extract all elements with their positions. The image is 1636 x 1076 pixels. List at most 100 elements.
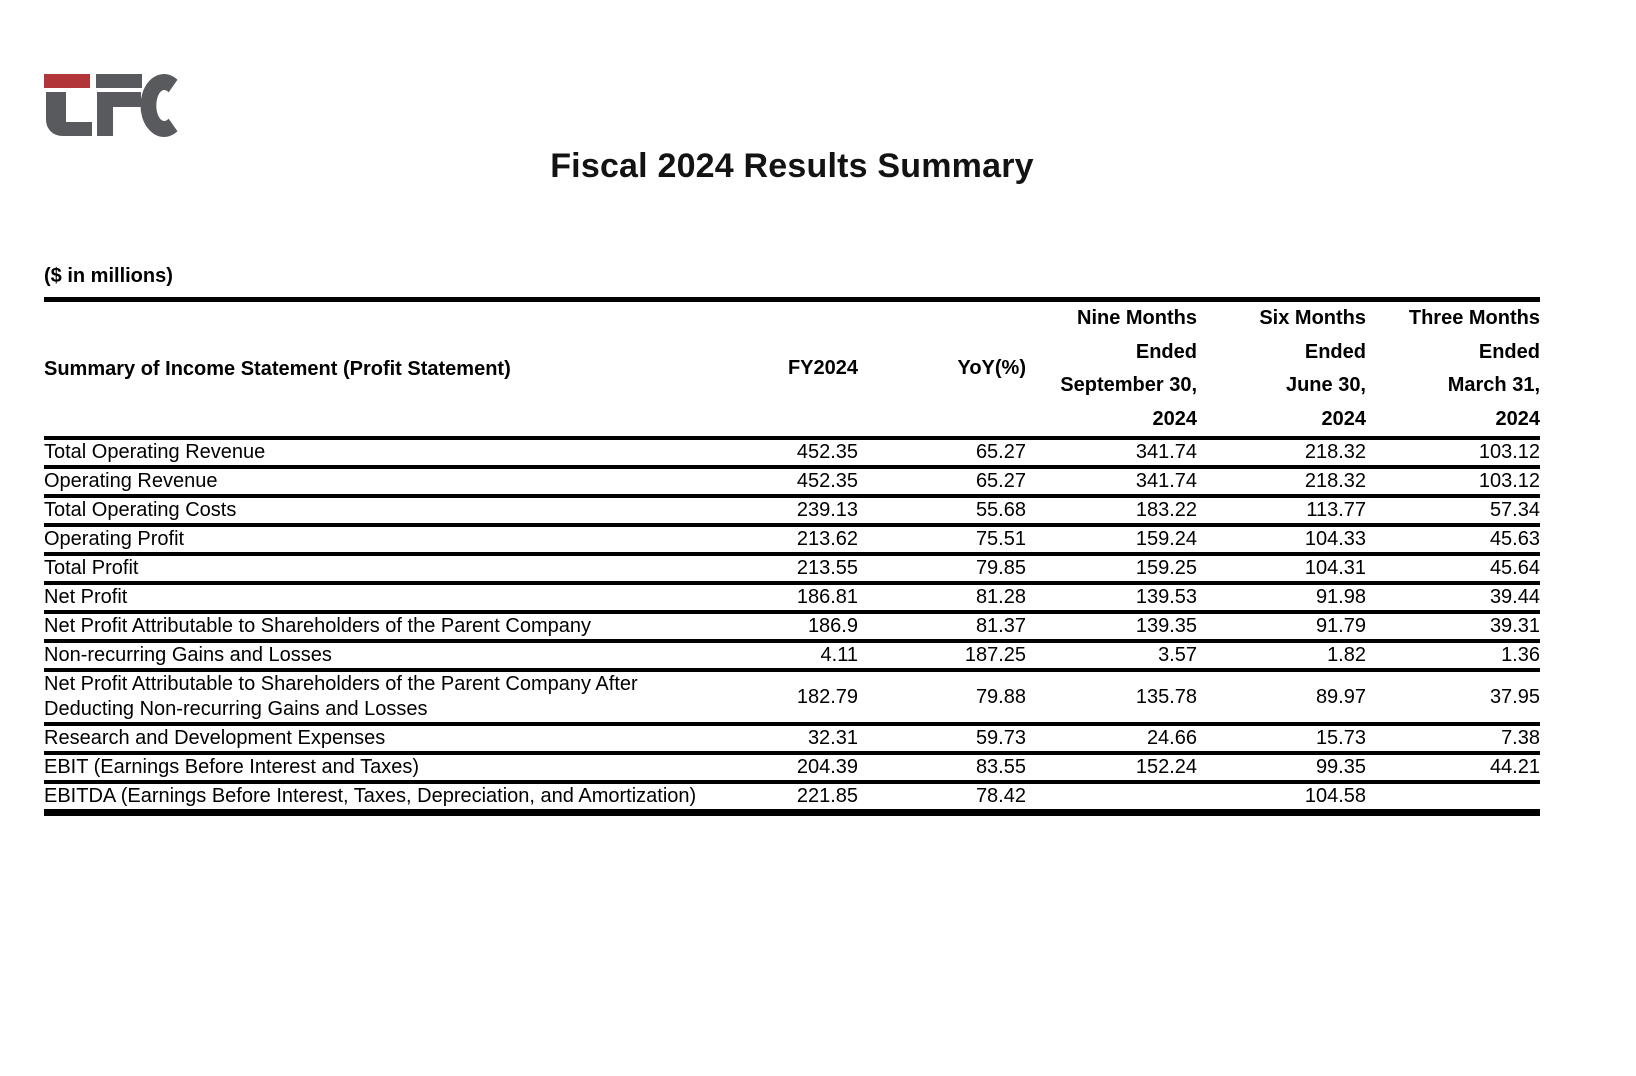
cell-value: 89.97 <box>1197 670 1366 726</box>
table-row: Total Operating Costs 239.13 55.68 183.22 11… <box>44 496 1540 527</box>
cell-value: 39.31 <box>1366 612 1540 643</box>
cell-value: 91.79 <box>1197 612 1366 643</box>
table-row: Operating Revenue 452.35 65.27 341.74 218.32… <box>44 467 1540 498</box>
cell-value: 186.81 <box>705 583 858 614</box>
row-label: Total Operating Costs <box>44 496 705 527</box>
cell-value: 75.51 <box>858 525 1026 556</box>
cell-value: 103.12 <box>1366 438 1540 469</box>
units-note: ($ in millions) <box>44 265 173 287</box>
logo-letter-c <box>140 74 178 137</box>
cell-value: 4.11 <box>705 641 858 672</box>
cell-value: 213.55 <box>705 554 858 585</box>
row-label: Net Profit Attributable to Shareholders … <box>44 612 705 643</box>
row-label: Operating Profit <box>44 525 705 556</box>
cell-value: 186.9 <box>705 612 858 643</box>
column-header-1: YoY(%) <box>858 299 1026 440</box>
row-label: Operating Revenue <box>44 467 705 498</box>
cell-value: 103.12 <box>1366 467 1540 498</box>
row-label: EBIT (Earnings Before Interest and Taxes… <box>44 753 705 784</box>
cell-value: 45.63 <box>1366 525 1540 556</box>
logo-letter-f <box>97 92 141 136</box>
cell-value: 213.62 <box>705 525 858 556</box>
page-title: Fiscal 2024 Results Summary <box>550 147 1034 185</box>
cell-value: 3.57 <box>1026 641 1197 672</box>
table-row: EBIT (Earnings Before Interest and Taxes… <box>44 753 1540 784</box>
table-row: Total Profit 213.55 79.85 159.25 104.31 45.64 <box>44 554 1540 585</box>
cell-value: 139.53 <box>1026 583 1197 614</box>
cell-value: 32.31 <box>705 724 858 755</box>
row-label: Non-recurring Gains and Losses <box>44 641 705 672</box>
cell-value: 59.73 <box>858 724 1026 755</box>
cell-value: 152.24 <box>1026 753 1197 784</box>
cell-value: 65.27 <box>858 467 1026 498</box>
tfc-logo <box>44 74 178 137</box>
cell-value: 341.74 <box>1026 438 1197 469</box>
table-row: Non-recurring Gains and Losses 4.11 187.25… <box>44 641 1540 672</box>
table-row: Operating Profit 213.62 75.51 159.24 104.33 4… <box>44 525 1540 556</box>
tfc-logo-icon <box>44 74 178 137</box>
cell-value: 183.22 <box>1026 496 1197 527</box>
column-header-0: FY2024 <box>705 299 858 440</box>
cell-value: 91.98 <box>1197 583 1366 614</box>
cell-value: 187.25 <box>858 641 1026 672</box>
cell-value <box>1026 782 1197 813</box>
table-row: Research and Development Expenses 32.31 59… <box>44 724 1540 755</box>
cell-value: 37.95 <box>1366 670 1540 726</box>
cell-value: 83.55 <box>858 753 1026 784</box>
cell-value: 45.64 <box>1366 554 1540 585</box>
cell-value: 79.88 <box>858 670 1026 726</box>
row-label: Total Operating Revenue <box>44 438 705 469</box>
cell-value: 135.78 <box>1026 670 1197 726</box>
row-header-label: Summary of Income Statement (Profit Stat… <box>44 299 705 440</box>
cell-value: 81.37 <box>858 612 1026 643</box>
logo-red-bar <box>44 74 90 88</box>
cell-value: 15.73 <box>1197 724 1366 755</box>
cell-value: 99.35 <box>1197 753 1366 784</box>
income-statement-table: Summary of Income Statement (Profit Stat… <box>44 297 1540 816</box>
cell-value: 79.85 <box>858 554 1026 585</box>
row-label: Research and Development Expenses <box>44 724 705 755</box>
cell-value: 1.82 <box>1197 641 1366 672</box>
column-header-4: Three Months Ended March 31, 2024 <box>1366 299 1540 440</box>
cell-value: 452.35 <box>705 438 858 469</box>
cell-value: 113.77 <box>1197 496 1366 527</box>
cell-value: 65.27 <box>858 438 1026 469</box>
cell-value <box>1366 782 1540 813</box>
cell-value: 239.13 <box>705 496 858 527</box>
cell-value: 1.36 <box>1366 641 1540 672</box>
cell-value: 221.85 <box>796 785 858 807</box>
cell-value: 104.33 <box>1197 525 1366 556</box>
results-table-container: Summary of Income Statement (Profit Stat… <box>44 297 1540 816</box>
cell-value: 24.66 <box>1026 724 1197 755</box>
cell-value: 55.68 <box>858 496 1026 527</box>
logo-letter-t <box>46 92 92 136</box>
table-row: Net Profit Attributable to Shareholders … <box>44 612 1540 643</box>
table-row: EBITDA (Earnings Before Interest, Taxes,… <box>44 782 1540 813</box>
cell-value: 182.79 <box>705 670 858 726</box>
row-label: Net Profit <box>44 583 705 614</box>
cell-value: 57.34 <box>1366 496 1540 527</box>
cell-value: 78.42 <box>975 785 1026 807</box>
cell-value: 341.74 <box>1026 467 1197 498</box>
cell-value: 7.38 <box>1366 724 1540 755</box>
cell-value: 159.25 <box>1026 554 1197 585</box>
cell-value: 104.58 <box>1304 785 1366 807</box>
table-body: Total Operating Revenue 452.35 65.27 341.74… <box>44 438 1540 813</box>
cell-value: 218.32 <box>1197 438 1366 469</box>
cell-value: 104.31 <box>1197 554 1366 585</box>
cell-value: 139.35 <box>1026 612 1197 643</box>
cell-value: 44.21 <box>1366 753 1540 784</box>
cell-value: 218.32 <box>1197 467 1366 498</box>
row-label: EBITDA (Earnings Before Interest, Taxes,… <box>44 785 697 807</box>
cell-value: 159.24 <box>1026 525 1197 556</box>
column-header-2: Nine Months Ended September 30, 2024 <box>1026 299 1197 440</box>
table-row: Net Profit Attributable to Shareholders … <box>44 670 1540 726</box>
row-label: Total Profit <box>44 554 705 585</box>
column-header-3: Six Months Ended June 30, 2024 <box>1197 299 1366 440</box>
logo-gray-bar <box>96 74 142 88</box>
table-row: Net Profit 186.81 81.28 139.53 91.98 39.44 <box>44 583 1540 614</box>
row-label: Net Profit Attributable to Shareholders … <box>44 670 705 726</box>
cell-value: 452.35 <box>705 467 858 498</box>
table-row: Total Operating Revenue 452.35 65.27 341.74… <box>44 438 1540 469</box>
